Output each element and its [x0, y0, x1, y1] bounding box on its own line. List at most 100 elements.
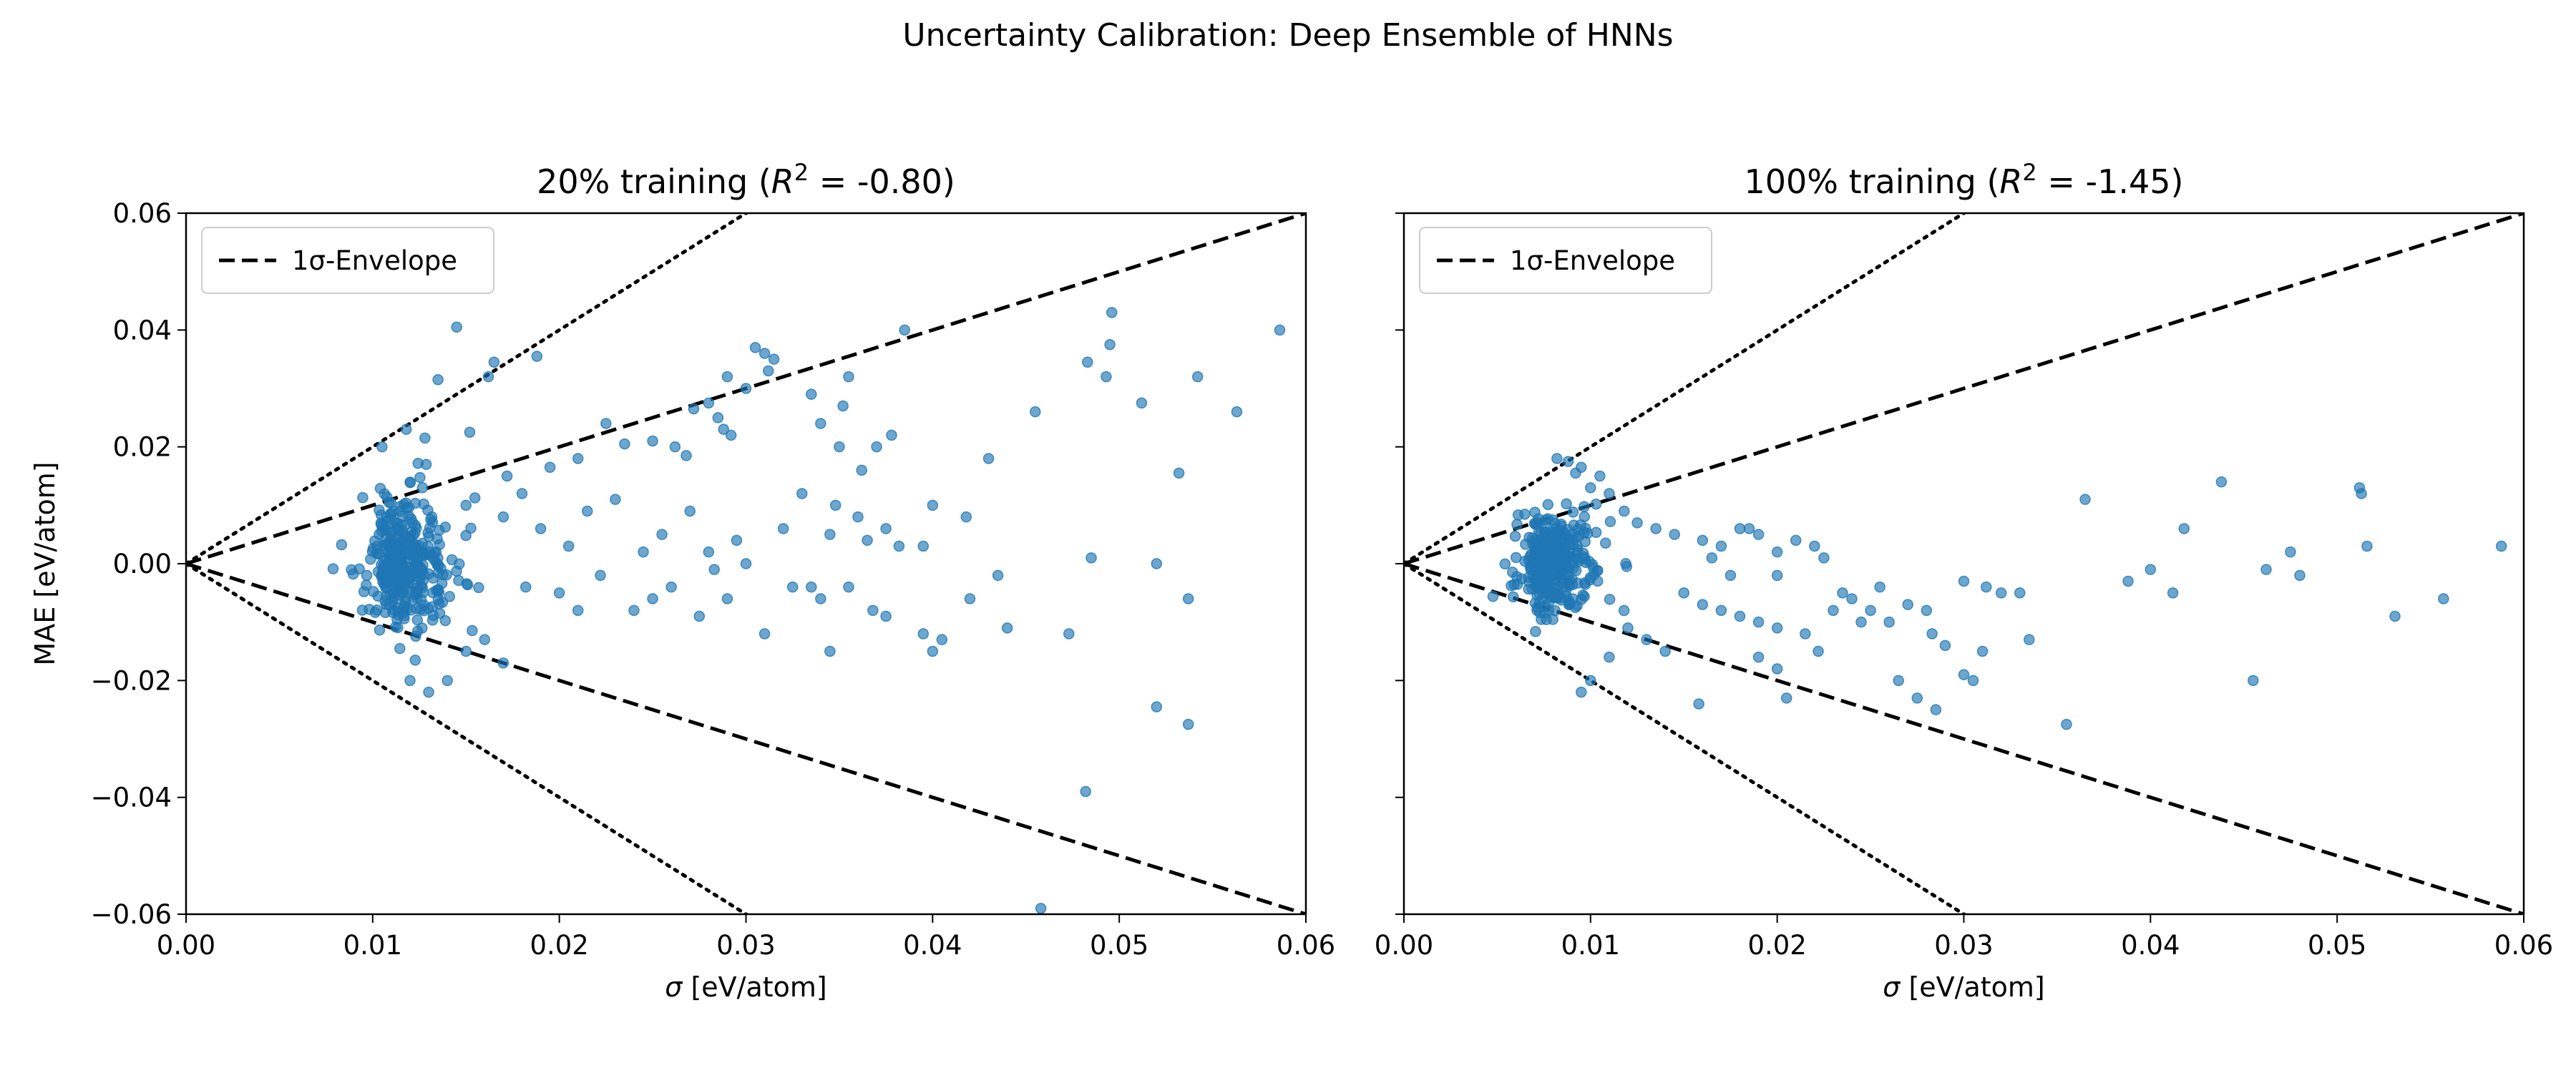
scatter-point	[336, 539, 348, 551]
scatter-point	[688, 403, 700, 415]
scatter-point	[424, 522, 436, 534]
scatter-point	[893, 540, 905, 552]
x-axis-label-unit: [eV/atom]	[1900, 971, 2044, 1003]
scatter-point	[572, 453, 584, 464]
scatter-point	[394, 642, 406, 655]
scatter-point	[1734, 523, 1746, 534]
scatter-point	[806, 581, 817, 593]
scatter-point	[374, 624, 386, 636]
scatter-point	[703, 397, 715, 409]
scatter-point	[396, 525, 408, 537]
scatter-point	[436, 597, 449, 608]
scatter-point	[2024, 634, 2035, 645]
scatter-point	[2361, 540, 2373, 552]
scatter-point	[1958, 575, 1970, 587]
scatter-point	[712, 412, 724, 423]
scatter-point	[1771, 569, 1783, 582]
scatter-point	[1619, 505, 1630, 517]
scatter-point	[401, 423, 412, 435]
scatter-point	[1506, 579, 1517, 592]
scatter-point	[1771, 546, 1783, 558]
scatter-point	[432, 374, 444, 386]
scatter-point	[2145, 564, 2157, 575]
scatter-point	[638, 546, 649, 558]
scatter-point	[1590, 499, 1602, 510]
scatter-point	[414, 471, 426, 484]
r2-symbol: R	[1999, 162, 2022, 201]
scatter-point	[422, 504, 434, 516]
panel-title-text: 20% training (	[537, 162, 771, 201]
scatter-point	[2438, 593, 2449, 604]
scatter-point	[376, 441, 388, 453]
scatter-point	[462, 579, 474, 591]
scatter-point	[562, 540, 575, 552]
x-tick-label: 0.00	[1375, 930, 1433, 961]
scatter-point	[1561, 498, 1572, 510]
scatter-point	[1874, 581, 1885, 593]
scatter-point	[439, 521, 452, 533]
scatter-point	[964, 593, 976, 604]
scatter-point	[721, 593, 733, 604]
scatter-point	[416, 622, 428, 634]
scatter-point	[1743, 523, 1755, 534]
scatter-point	[1274, 324, 1286, 336]
scatter-point	[1541, 614, 1552, 625]
scatter-point	[1151, 701, 1163, 712]
scatter-point	[1576, 686, 1587, 698]
x-axis-label: σ [eV/atom]	[1883, 971, 2044, 1003]
scatter-point	[454, 558, 465, 570]
scatter-point	[419, 549, 431, 561]
scatter-point	[725, 429, 737, 441]
scatter-point	[1540, 600, 1551, 612]
scatter-point	[1771, 663, 1783, 675]
scatter-point	[1579, 511, 1591, 523]
scatter-point	[553, 587, 565, 599]
scatter-point	[392, 622, 404, 634]
scatter-point	[777, 523, 789, 534]
scatter-point	[1780, 692, 1792, 704]
scatter-point	[374, 504, 385, 516]
scatter-point	[1151, 558, 1163, 569]
scatter-point	[441, 675, 453, 687]
scatter-point	[1570, 467, 1581, 479]
left-panel: 20% training (R2 = -0.80) 0.00 0.01 0.02 0.0…	[29, 159, 1335, 1003]
scatter-point	[399, 613, 410, 624]
scatter-point	[1650, 523, 1662, 534]
scatter-point	[1790, 534, 1802, 547]
scatter-point	[1104, 339, 1116, 351]
scatter-point	[1487, 591, 1499, 602]
scatter-point	[412, 458, 424, 469]
figure-suptitle: Uncertainty Calibration: Deep Ensemble o…	[902, 17, 1673, 54]
scatter-point	[531, 351, 543, 362]
scatter-points	[327, 307, 1286, 914]
r2-value: = -1.45)	[2037, 162, 2184, 201]
scatter-point	[386, 514, 397, 526]
scatter-point	[1101, 371, 1112, 383]
scatter-point	[610, 494, 621, 505]
scatter-point	[824, 645, 836, 657]
scatter-point	[1659, 645, 1671, 657]
scatter-point	[1976, 645, 1989, 657]
scatter-point	[469, 492, 481, 504]
scatter-point	[404, 476, 416, 488]
scatter-point	[2356, 488, 2367, 499]
x-tick-label: 0.06	[1277, 930, 1335, 961]
scatter-point	[516, 488, 528, 499]
scatter-point	[2389, 610, 2401, 622]
scatter-point	[917, 628, 930, 640]
scatter-point	[395, 557, 407, 569]
scatter-point	[1771, 622, 1783, 634]
x-tick-label: 0.05	[2308, 930, 2366, 961]
scatter-point	[374, 529, 385, 540]
scatter-point	[464, 426, 476, 438]
scatter-point	[444, 591, 456, 602]
scatter-point	[740, 383, 752, 394]
scatter-point	[1562, 456, 1574, 467]
scatter-point	[1231, 406, 1243, 418]
scatter-point	[497, 511, 509, 523]
scatter-point	[1030, 406, 1041, 418]
scatter-point	[1085, 552, 1097, 564]
scatter-point	[1967, 675, 1979, 687]
x-axis-label-unit: [eV/atom]	[682, 971, 826, 1003]
scatter-point	[1995, 587, 2007, 599]
